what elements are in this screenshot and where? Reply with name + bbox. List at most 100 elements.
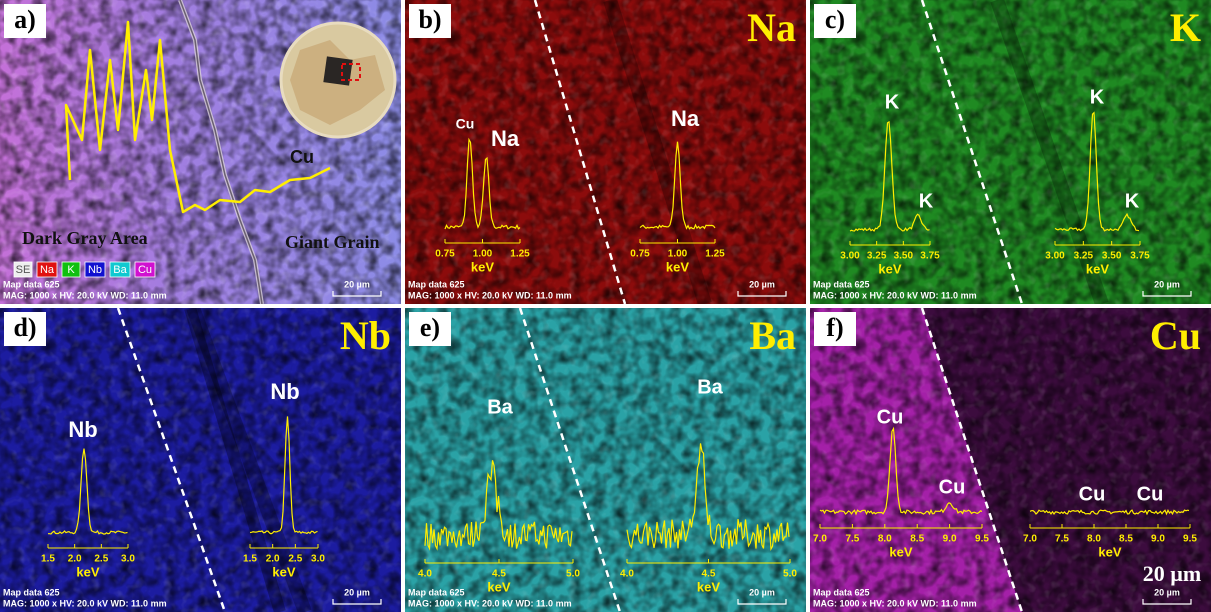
- panel-label: f): [826, 313, 843, 342]
- panel-label: d): [13, 313, 36, 342]
- spectrum-tick-label: 9.0: [1151, 534, 1165, 545]
- spectrum-tick-label: 1.25: [705, 249, 725, 260]
- legend-label: Ba: [113, 264, 127, 276]
- spectrum-tick-label: 1.25: [510, 249, 530, 260]
- spectrum-unit: keV: [1086, 261, 1109, 276]
- mag-info: MAG: 1000 x HV: 20.0 kV WD: 11.0 mm: [813, 598, 977, 608]
- peak-label: Ba: [697, 376, 723, 398]
- spectrum-tick-label: 7.5: [1055, 534, 1069, 545]
- spectrum-tick-label: 0.75: [630, 249, 650, 260]
- texture: [405, 0, 806, 304]
- spectrum-tick-label: 8.0: [878, 534, 892, 545]
- mag-info: MAG: 1000 x HV: 20.0 kV WD: 11.0 mm: [813, 290, 977, 300]
- panel-body: 0.751.001.25keVCuNa0.751.001.25keVNaNab)…: [405, 0, 806, 304]
- mag-info: MAG: 1000 x HV: 20.0 kV WD: 11.0 mm: [408, 290, 572, 300]
- legend-label: K: [67, 264, 75, 276]
- legend-label: Nb: [88, 264, 102, 276]
- peak-label: Cu: [939, 476, 966, 498]
- spectrum-tick-label: 2.5: [288, 554, 302, 565]
- peak-label: Cu: [1137, 483, 1164, 505]
- map-info: Map data 625: [813, 279, 870, 289]
- spectrum-tick-label: 3.50: [894, 251, 914, 262]
- spectrum-unit: keV: [272, 564, 295, 579]
- scale-bar-label: 20 µm: [1154, 279, 1180, 289]
- map-info: Map data 625: [3, 587, 60, 597]
- figure: CuDark Gray AreaGiant GrainSENaKNbBaCua)…: [0, 0, 1211, 612]
- peak-label: Cu: [1079, 483, 1106, 505]
- map-info: Map data 625: [408, 279, 465, 289]
- spectrum-unit: keV: [666, 259, 689, 274]
- peak-label: Ba: [487, 396, 513, 418]
- spectrum-unit: keV: [471, 259, 494, 274]
- spectrum-tick-label: 5.0: [566, 569, 580, 580]
- spectrum-tick-label: 3.50: [1102, 251, 1122, 262]
- spectrum-tick-label: 2.5: [94, 554, 108, 565]
- spectrum-tick-label: 3.75: [920, 251, 940, 262]
- scale-bar-label: 20 µm: [1154, 587, 1180, 597]
- map-info: Map data 625: [813, 587, 870, 597]
- legend-label: SE: [16, 264, 31, 276]
- scale-bar-label: 20 µm: [749, 587, 775, 597]
- sample-hole: [323, 56, 352, 85]
- element-name: K: [1170, 5, 1201, 50]
- peak-label: K: [919, 190, 934, 212]
- spectrum-tick-label: 9.5: [1183, 534, 1197, 545]
- spectrum-unit: keV: [878, 261, 901, 276]
- spectrum-unit: keV: [889, 544, 912, 559]
- spectrum-tick-label: 2.0: [266, 554, 280, 565]
- peak-label: K: [1125, 190, 1140, 212]
- spectrum-tick-label: 8.5: [910, 534, 924, 545]
- panel-label: b): [418, 5, 441, 34]
- element-name: Ba: [749, 313, 796, 358]
- spectrum-tick-label: 9.0: [943, 534, 957, 545]
- texture: [405, 308, 806, 612]
- mag-info: MAG: 1000 x HV: 20.0 kV WD: 11.0 mm: [3, 290, 167, 300]
- spectrum-tick-label: 3.00: [1045, 251, 1065, 262]
- element-name: Na: [747, 5, 796, 50]
- annotation: Dark Gray Area: [22, 228, 148, 248]
- spectrum-unit: keV: [1098, 544, 1121, 559]
- scale-bar-label: 20 µm: [344, 587, 370, 597]
- spectrum-tick-label: 7.0: [813, 534, 827, 545]
- spectrum-tick-label: 1.5: [41, 554, 55, 565]
- spectrum-tick-label: 3.75: [1130, 251, 1150, 262]
- spectrum-tick-label: 2.0: [68, 554, 82, 565]
- spectrum-tick-label: 3.0: [121, 554, 135, 565]
- peak-label: Cu: [456, 116, 475, 132]
- panel-label: c): [825, 5, 845, 34]
- spectrum-tick-label: 4.5: [702, 569, 716, 580]
- peak-label: Na: [671, 106, 700, 131]
- panel: 7.07.58.08.59.09.5keVCuCu7.07.58.08.59.0…: [810, 308, 1211, 612]
- scale-label-large: 20 µm: [1143, 561, 1202, 586]
- legend-label: Na: [40, 264, 55, 276]
- spectrum-tick-label: 1.00: [473, 249, 493, 260]
- map-info: Map data 625: [408, 587, 465, 597]
- scale-bar-label: 20 µm: [749, 279, 775, 289]
- spectrum-tick-label: 3.25: [867, 251, 887, 262]
- spectrum-unit: keV: [697, 579, 720, 594]
- spectrum-tick-label: 3.25: [1074, 251, 1094, 262]
- annotation: Giant Grain: [285, 232, 380, 252]
- spectrum-tick-label: 4.0: [418, 569, 432, 580]
- mag-info: MAG: 1000 x HV: 20.0 kV WD: 11.0 mm: [3, 598, 167, 608]
- peak-label: K: [1090, 86, 1105, 108]
- peak-label: Cu: [877, 406, 904, 428]
- spectrum-tick-label: 3.0: [311, 554, 325, 565]
- element-name: Cu: [1150, 313, 1201, 358]
- spectrum-tick-label: 7.5: [845, 534, 859, 545]
- spectrum-tick-label: 9.5: [975, 534, 989, 545]
- spectrum-tick-label: 8.5: [1119, 534, 1133, 545]
- spectrum-tick-label: 8.0: [1087, 534, 1101, 545]
- scale-bar-label: 20 µm: [344, 279, 370, 289]
- peak-label: Nb: [68, 417, 97, 442]
- map-info: Map data 625: [3, 279, 60, 289]
